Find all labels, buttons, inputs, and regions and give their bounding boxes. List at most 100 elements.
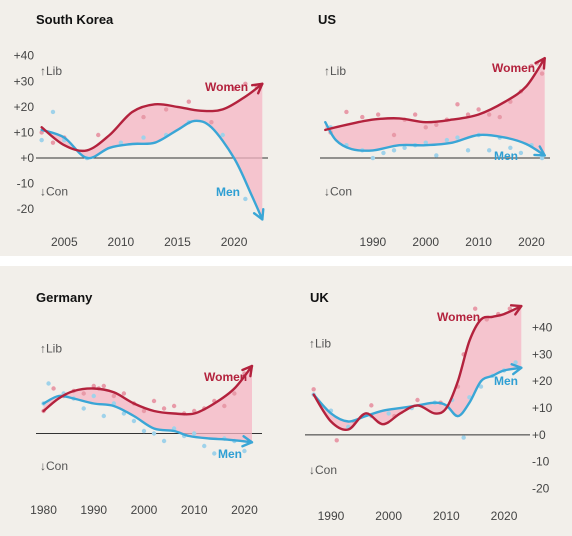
women-trend-line: [324, 57, 546, 132]
women-arrow-icon: [534, 57, 546, 70]
men-data-point: [391, 148, 397, 153]
men-data-point: [141, 135, 146, 140]
men-series-label: Men: [218, 447, 242, 461]
women-trend-line: [40, 82, 264, 153]
men-data-point: [141, 428, 147, 434]
women-data-point: [472, 306, 478, 311]
women-data-point: [231, 86, 237, 92]
women-data-point: [243, 81, 248, 87]
men-data-point: [202, 443, 207, 449]
men-data-point: [243, 196, 248, 202]
men-data-point: [161, 438, 167, 444]
women-data-point: [375, 112, 381, 117]
y-tick-label: +20: [14, 100, 35, 114]
men-data-point: [444, 137, 450, 143]
men-data-point: [402, 145, 407, 150]
men-arrow-icon: [241, 435, 254, 448]
x-tick-label: 1990: [318, 509, 345, 523]
women-series-label: Women: [437, 310, 480, 324]
con-label: ↓Con: [40, 184, 68, 198]
women-data-point: [529, 63, 534, 69]
x-tick-label: 2000: [131, 503, 158, 517]
women-data-point: [423, 125, 428, 130]
men-data-point: [518, 150, 524, 156]
x-tick-label: 2015: [164, 235, 191, 249]
con-label: ↓Con: [309, 463, 337, 477]
women-data-point: [344, 109, 349, 115]
women-trend-line: [42, 364, 254, 416]
women-arrow-icon: [241, 364, 254, 378]
men-trend-line: [42, 394, 254, 444]
women-data-point: [111, 393, 117, 399]
y-tick-label: +30: [14, 74, 35, 88]
lib-label: ↑Lib: [40, 342, 62, 356]
men-data-point: [370, 155, 376, 161]
women-data-point: [50, 140, 56, 145]
women-data-point: [434, 122, 439, 127]
men-data-point: [131, 418, 137, 424]
chart-title: US: [318, 12, 336, 27]
women-data-point: [121, 391, 127, 396]
women-data-point: [51, 386, 56, 391]
men-data-point: [455, 135, 460, 140]
women-data-point: [81, 391, 86, 396]
women-series-label: Women: [205, 80, 248, 94]
gender-gap-area: [325, 58, 545, 156]
men-data-point: [212, 451, 217, 456]
men-data-point: [171, 426, 177, 431]
men-data-point: [434, 153, 439, 158]
women-data-point: [497, 114, 502, 120]
con-label: ↓Con: [40, 459, 68, 473]
x-tick-label: 2020: [518, 235, 545, 249]
women-data-point: [161, 406, 167, 411]
women-data-point: [412, 112, 418, 117]
x-tick-label: 2020: [491, 509, 518, 523]
men-data-point: [465, 148, 471, 153]
x-tick-label: 1990: [80, 503, 107, 517]
women-data-point: [91, 383, 96, 389]
men-data-point: [539, 155, 545, 161]
men-series-label: Men: [494, 374, 518, 388]
men-data-point: [486, 148, 492, 153]
women-data-point: [232, 391, 237, 396]
women-data-point: [101, 383, 107, 389]
men-trend-line: [324, 121, 546, 157]
women-arrow-icon: [250, 82, 264, 95]
women-data-point: [391, 132, 397, 138]
men-data-point: [91, 393, 96, 399]
women-data-point: [484, 317, 489, 322]
women-data-point: [163, 107, 169, 112]
y-tick-label: +0: [532, 428, 546, 442]
men-series-label: Men: [494, 149, 518, 163]
women-data-point: [209, 120, 214, 125]
men-trend-line: [312, 366, 523, 423]
women-trend-line: [312, 304, 523, 431]
x-tick-label: 2020: [231, 503, 258, 517]
chart-title: Germany: [36, 290, 93, 305]
gender-gap-area: [41, 83, 263, 220]
chart-title: South Korea: [36, 12, 114, 27]
men-data-point: [381, 150, 386, 156]
x-tick-label: 2010: [433, 509, 460, 523]
gender-gap-area: [313, 306, 522, 430]
x-tick-label: 2000: [412, 235, 439, 249]
x-tick-label: 2010: [181, 503, 208, 517]
lib-label: ↑Lib: [324, 64, 346, 78]
women-data-point: [476, 107, 481, 112]
men-arrow-icon: [533, 145, 546, 157]
men-data-point: [46, 381, 51, 386]
women-arrow-icon: [509, 304, 523, 316]
women-data-point: [539, 71, 545, 76]
women-data-point: [151, 398, 157, 404]
men-data-point: [39, 137, 44, 143]
men-data-point: [386, 411, 391, 416]
men-series-label: Men: [216, 185, 240, 199]
men-data-point: [118, 140, 124, 145]
men-data-point: [242, 448, 247, 454]
women-data-point: [96, 132, 101, 138]
women-data-point: [141, 408, 147, 414]
y-tick-label: +40: [14, 49, 35, 63]
x-tick-label: 1980: [30, 503, 57, 517]
chart-germany: Germany ↑Lib ↓Con 1980 1990 2000 2010 2020 Women…: [30, 290, 262, 517]
y-tick-label: +0: [20, 151, 34, 165]
